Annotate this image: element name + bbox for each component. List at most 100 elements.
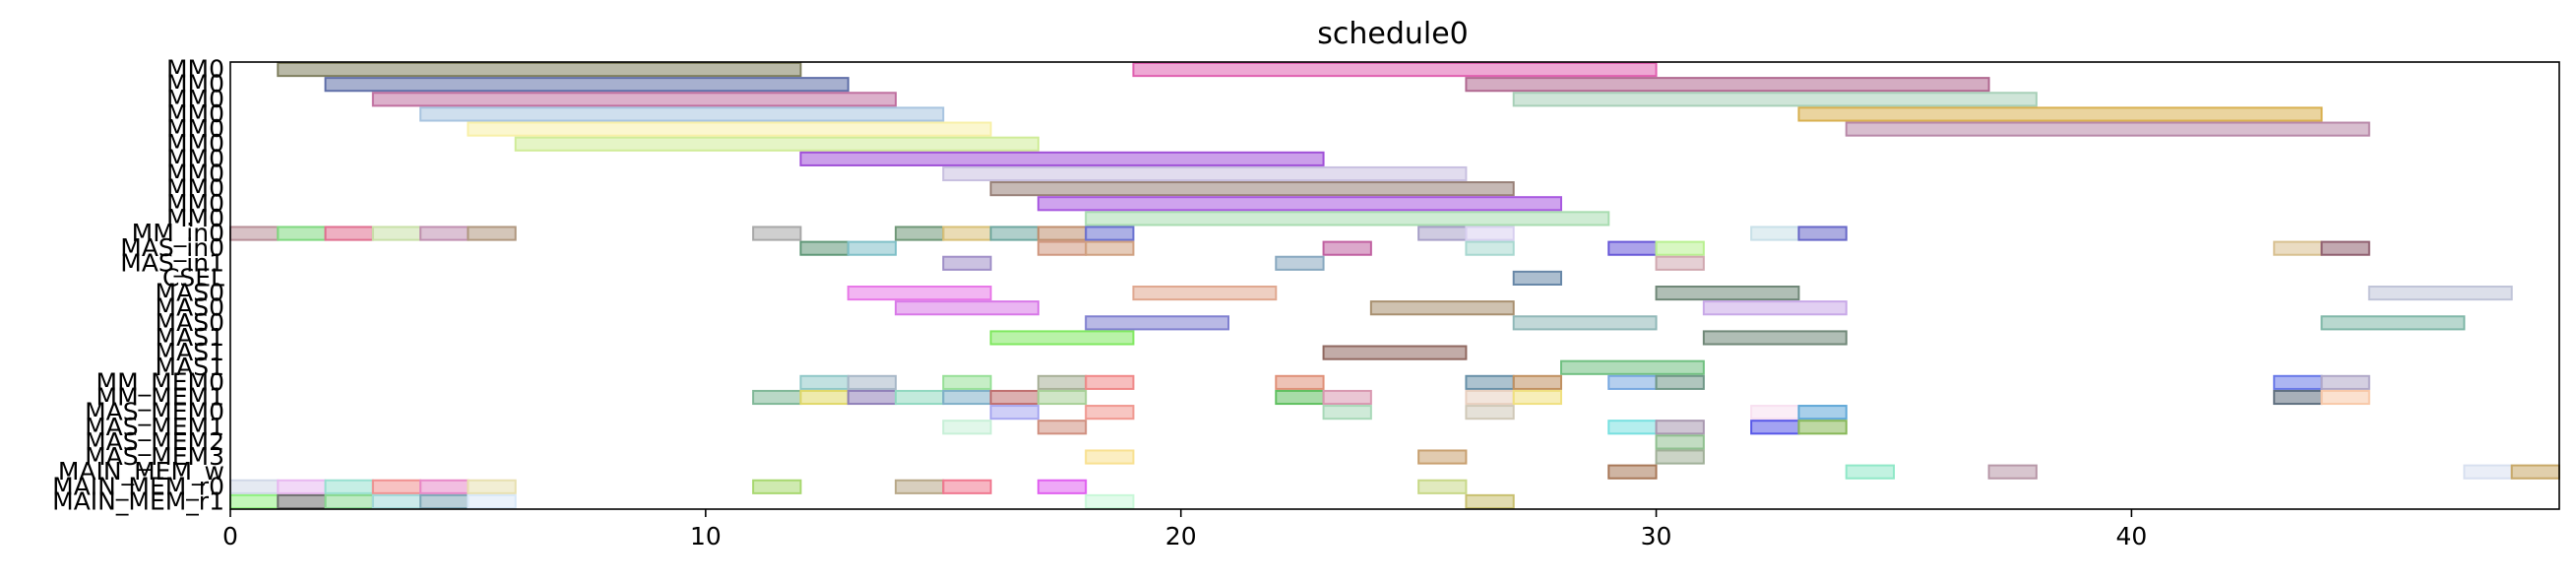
task-bar — [277, 62, 802, 78]
task-bar — [2273, 374, 2323, 390]
task-bar — [989, 181, 1515, 197]
task-bar — [1512, 270, 1562, 287]
task-bar — [1655, 420, 1705, 435]
x-tick-label: 20 — [1165, 522, 1197, 551]
task-bar — [752, 479, 802, 494]
row-label: MM0 — [166, 144, 224, 172]
task-bar — [371, 92, 898, 107]
task-bar — [1465, 77, 1990, 93]
row-label: MAS_MEM3 — [85, 442, 224, 471]
task-bar — [1037, 389, 1088, 406]
task-bar — [1607, 374, 1658, 390]
task-bar — [1085, 226, 1135, 241]
task-bar — [1037, 479, 1088, 494]
task-bar — [229, 226, 280, 241]
task-bar — [1132, 286, 1278, 301]
task-bar — [229, 493, 280, 510]
x-axis: 0 10 20 30 40 — [222, 509, 2147, 551]
task-bar — [1322, 405, 1372, 421]
task-bar — [847, 240, 898, 256]
task-bar — [1797, 405, 1848, 421]
row-label: MM0 — [166, 85, 224, 113]
task-bar — [1512, 374, 1562, 390]
task-bar — [277, 479, 327, 494]
task-bar — [1607, 464, 1658, 480]
task-bar — [1417, 226, 1468, 241]
row-label: MAIN_MEM_r1 — [52, 486, 224, 515]
task-bar — [942, 420, 992, 435]
task-bar — [942, 226, 992, 241]
gantt-bars — [229, 62, 2561, 510]
task-bar — [2320, 240, 2370, 256]
task-bar — [2273, 389, 2323, 406]
task-bar — [324, 77, 849, 93]
task-bar — [1037, 240, 1088, 256]
task-bar — [895, 479, 945, 494]
row-label: CSEL — [162, 263, 224, 292]
task-bar — [467, 493, 517, 510]
task-bar — [1797, 226, 1848, 241]
row-label: MAS_in0 — [120, 233, 224, 262]
task-bar — [467, 479, 517, 494]
row-label: MAS1 — [156, 323, 224, 352]
task-bar — [1417, 479, 1468, 494]
row-label: MAIN_MEM_w — [58, 457, 224, 486]
task-bar — [1085, 211, 1610, 227]
row-label: MM0 — [166, 189, 224, 218]
task-bar — [799, 389, 849, 406]
task-bar — [1607, 240, 1658, 256]
task-bar — [1465, 405, 1515, 421]
task-bar — [895, 389, 945, 406]
row-label: MM0 — [166, 114, 224, 143]
row-label: MAS1 — [156, 353, 224, 381]
x-tick-label: 40 — [2116, 522, 2148, 551]
task-bar — [419, 226, 470, 241]
task-bar — [2273, 240, 2323, 256]
task-bar — [1085, 374, 1135, 390]
task-bar — [2510, 464, 2561, 480]
task-bar — [1322, 345, 1468, 360]
task-bar — [1085, 405, 1135, 421]
task-bar — [1085, 240, 1135, 256]
row-label: MM0 — [166, 160, 224, 188]
row-label: MAS0 — [156, 293, 224, 322]
task-bar — [1085, 449, 1135, 465]
task-bar — [1085, 315, 1229, 331]
task-bar — [1465, 493, 1515, 510]
row-label: MAS1 — [156, 338, 224, 366]
task-bar — [1655, 240, 1705, 256]
row-label: MAIN_MEM_r0 — [52, 472, 224, 500]
task-bar — [1275, 255, 1325, 271]
row-label: MM_in0 — [132, 219, 224, 247]
task-bar — [895, 300, 1039, 316]
task-bar — [752, 226, 802, 241]
task-bar — [1702, 330, 1848, 346]
task-bar — [2320, 389, 2370, 406]
task-bar — [1465, 389, 1515, 406]
task-bar — [1512, 92, 2038, 107]
task-bar — [989, 226, 1039, 241]
task-bar — [1750, 226, 1800, 241]
task-bar — [1655, 255, 1705, 271]
row-label: MM0 — [166, 174, 224, 203]
task-bar — [1465, 226, 1515, 241]
task-bar — [371, 479, 422, 494]
task-bar — [1085, 493, 1135, 510]
x-tick-label: 30 — [1641, 522, 1672, 551]
task-bar — [1845, 464, 1895, 480]
task-bar — [1512, 315, 1658, 331]
task-bar — [324, 479, 374, 494]
task-bar — [989, 389, 1039, 406]
task-bar — [1750, 420, 1800, 435]
task-bar — [514, 136, 1039, 152]
task-bar — [942, 389, 992, 406]
task-bar — [752, 389, 802, 406]
row-labels: MM0MM0MM0MM0MM0MM0MM0MM0MM0MM0MM0MM_in0M… — [52, 55, 224, 516]
task-bar — [277, 226, 327, 241]
task-bar — [1132, 62, 1658, 78]
task-bar — [324, 493, 374, 510]
task-bar — [1655, 286, 1800, 301]
task-bar — [1560, 359, 1705, 375]
task-bar — [2320, 315, 2466, 331]
